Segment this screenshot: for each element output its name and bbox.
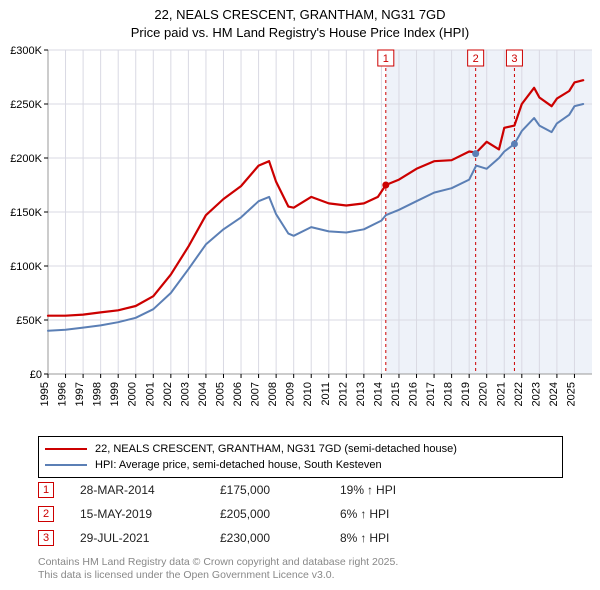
marker-badge: 2	[38, 506, 54, 522]
footer-line-1: Contains HM Land Registry data © Crown c…	[38, 556, 398, 569]
svg-text:2000: 2000	[127, 382, 139, 406]
marker-row: 1 28-MAR-2014 £175,000 19% ↑ HPI	[38, 478, 396, 502]
marker-date: 29-JUL-2021	[80, 531, 220, 545]
svg-text:2011: 2011	[320, 382, 332, 406]
svg-text:2022: 2022	[513, 382, 525, 406]
svg-text:2023: 2023	[530, 382, 542, 406]
svg-text:£150K: £150K	[10, 207, 42, 219]
marker-price: £175,000	[220, 483, 340, 497]
marker-delta-suffix: HPI	[369, 507, 389, 521]
svg-text:2008: 2008	[267, 382, 279, 406]
legend-label: 22, NEALS CRESCENT, GRANTHAM, NG31 7GD (…	[95, 443, 457, 455]
title-line-1: 22, NEALS CRESCENT, GRANTHAM, NG31 7GD	[0, 6, 600, 24]
marker-delta-suffix: HPI	[376, 483, 396, 497]
svg-text:£100K: £100K	[10, 261, 42, 273]
svg-text:2013: 2013	[355, 382, 367, 406]
arrow-up-icon: ↑	[360, 531, 366, 545]
svg-text:2024: 2024	[548, 382, 560, 406]
svg-text:1999: 1999	[109, 382, 121, 406]
legend-swatch	[45, 464, 87, 466]
footer: Contains HM Land Registry data © Crown c…	[38, 556, 398, 582]
svg-text:2020: 2020	[478, 382, 490, 406]
marker-delta: 8% ↑ HPI	[340, 531, 389, 545]
legend-swatch	[45, 448, 87, 450]
svg-text:2025: 2025	[565, 382, 577, 406]
marker-delta-pct: 8%	[340, 531, 357, 545]
svg-text:2004: 2004	[197, 382, 209, 406]
svg-text:1: 1	[383, 53, 389, 65]
svg-text:£300K: £300K	[10, 45, 42, 57]
figure-container: 22, NEALS CRESCENT, GRANTHAM, NG31 7GD P…	[0, 0, 600, 590]
svg-text:2017: 2017	[425, 382, 437, 406]
marker-row: 3 29-JUL-2021 £230,000 8% ↑ HPI	[38, 526, 396, 550]
marker-badge: 3	[38, 530, 54, 546]
arrow-up-icon: ↑	[367, 483, 373, 497]
title-line-2: Price paid vs. HM Land Registry's House …	[0, 24, 600, 42]
svg-text:2001: 2001	[144, 382, 156, 406]
marker-date: 15-MAY-2019	[80, 507, 220, 521]
svg-text:2016: 2016	[408, 382, 420, 406]
svg-text:2014: 2014	[372, 382, 384, 406]
svg-text:2019: 2019	[460, 382, 472, 406]
marker-row: 2 15-MAY-2019 £205,000 6% ↑ HPI	[38, 502, 396, 526]
legend-item: HPI: Average price, semi-detached house,…	[45, 457, 556, 473]
legend-label: HPI: Average price, semi-detached house,…	[95, 459, 382, 471]
svg-text:2012: 2012	[337, 382, 349, 406]
arrow-up-icon: ↑	[360, 507, 366, 521]
legend-item: 22, NEALS CRESCENT, GRANTHAM, NG31 7GD (…	[45, 441, 556, 457]
marker-date: 28-MAR-2014	[80, 483, 220, 497]
svg-text:2: 2	[473, 53, 479, 65]
marker-delta: 6% ↑ HPI	[340, 507, 389, 521]
svg-text:2003: 2003	[179, 382, 191, 406]
chart-svg: £0 £50K £100K £150K £200K £250K £300K 1995 1996 1…	[4, 44, 596, 428]
marker-price: £205,000	[220, 507, 340, 521]
chart: £0 £50K £100K £150K £200K £250K £300K 1995 1996 1…	[4, 44, 596, 428]
marker-delta: 19% ↑ HPI	[340, 483, 396, 497]
svg-text:£0: £0	[30, 369, 42, 381]
marker-delta-pct: 6%	[340, 507, 357, 521]
svg-text:2015: 2015	[390, 382, 402, 406]
marker-delta-suffix: HPI	[369, 531, 389, 545]
svg-text:2005: 2005	[214, 382, 226, 406]
svg-text:2006: 2006	[232, 382, 244, 406]
marker-delta-pct: 19%	[340, 483, 364, 497]
svg-text:£200K: £200K	[10, 153, 42, 165]
marker-table: 1 28-MAR-2014 £175,000 19% ↑ HPI 2 15-MA…	[38, 478, 396, 550]
svg-text:1997: 1997	[74, 382, 86, 406]
svg-text:2009: 2009	[285, 382, 297, 406]
svg-text:2007: 2007	[250, 382, 262, 406]
svg-text:2002: 2002	[162, 382, 174, 406]
svg-text:2018: 2018	[443, 382, 455, 406]
marker-price: £230,000	[220, 531, 340, 545]
titles: 22, NEALS CRESCENT, GRANTHAM, NG31 7GD P…	[0, 0, 600, 41]
svg-text:£250K: £250K	[10, 99, 42, 111]
marker-badge: 1	[38, 482, 54, 498]
svg-text:2010: 2010	[302, 382, 314, 406]
footer-line-2: This data is licensed under the Open Gov…	[38, 569, 398, 582]
legend: 22, NEALS CRESCENT, GRANTHAM, NG31 7GD (…	[38, 436, 563, 478]
svg-text:1995: 1995	[39, 382, 51, 406]
svg-text:£50K: £50K	[16, 315, 42, 327]
svg-text:1998: 1998	[92, 382, 104, 406]
svg-text:1996: 1996	[57, 382, 69, 406]
svg-text:2021: 2021	[495, 382, 507, 406]
svg-text:3: 3	[511, 53, 517, 65]
